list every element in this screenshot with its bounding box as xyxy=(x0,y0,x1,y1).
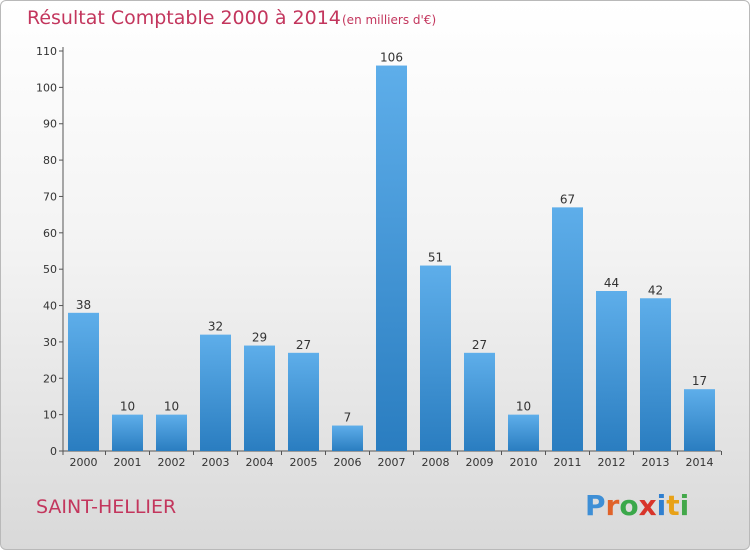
data-label-2008: 51 xyxy=(428,251,443,265)
data-label-2005: 27 xyxy=(296,338,311,352)
bar-2005 xyxy=(288,352,319,451)
bar-2000 xyxy=(68,312,99,451)
y-tick-label: 30 xyxy=(43,336,57,349)
bar-2004 xyxy=(244,345,275,451)
data-labels: 38 10 10 32 29 27 7 106 51 27 10 67 44 42 17 xyxy=(76,51,707,425)
x-tick-label: 2014 xyxy=(686,456,714,469)
data-label-2010: 10 xyxy=(516,400,531,414)
data-label-2000: 38 xyxy=(76,298,91,312)
data-label-2002: 10 xyxy=(164,400,179,414)
x-tick-label: 2003 xyxy=(202,456,230,469)
bar-2010 xyxy=(508,414,539,451)
data-label-2007: 106 xyxy=(380,51,403,65)
y-tick-label: 90 xyxy=(43,118,57,131)
chart-unit: (en milliers d'€) xyxy=(342,13,437,27)
data-label-2013: 42 xyxy=(648,283,663,297)
x-tick-label: 2000 xyxy=(70,456,98,469)
data-label-2001: 10 xyxy=(120,400,135,414)
bars xyxy=(68,65,715,451)
bar-2001 xyxy=(112,414,143,451)
x-tick-label: 2004 xyxy=(246,456,274,469)
y-tick-label: 40 xyxy=(43,300,57,313)
y-tick-label: 100 xyxy=(36,81,57,94)
y-tick-label: 110 xyxy=(36,45,57,58)
data-label-2011: 67 xyxy=(560,192,575,206)
data-label-2004: 29 xyxy=(252,331,267,345)
data-label-2003: 32 xyxy=(208,320,223,334)
x-tick-label: 2013 xyxy=(642,456,670,469)
y-tick-label: 0 xyxy=(50,445,57,458)
town-name: SAINT-HELLIER xyxy=(36,496,177,518)
x-tick-label: 2001 xyxy=(114,456,142,469)
x-tick-label: 2006 xyxy=(334,456,362,469)
data-label-2006: 7 xyxy=(344,411,352,425)
bar-2007 xyxy=(376,65,407,451)
y-tick-label: 70 xyxy=(43,190,57,203)
data-label-2012: 44 xyxy=(604,276,619,290)
bar-2011 xyxy=(552,207,583,451)
x-tick-label: 2009 xyxy=(466,456,494,469)
x-tick-label: 2002 xyxy=(158,456,186,469)
x-tick-label: 2007 xyxy=(378,456,406,469)
y-tick-label: 60 xyxy=(43,227,57,240)
data-label-2009: 27 xyxy=(472,338,487,352)
proxiti-logo[interactable]: Proxiti xyxy=(585,489,690,522)
bar-2009 xyxy=(464,352,495,451)
x-tick-label: 2008 xyxy=(422,456,450,469)
y-tick-label: 20 xyxy=(43,372,57,385)
data-label-2014: 17 xyxy=(692,374,707,388)
bar-2014 xyxy=(684,389,715,451)
y-tick-label: 50 xyxy=(43,263,57,276)
bar-2008 xyxy=(420,265,451,451)
x-tick-label: 2005 xyxy=(290,456,318,469)
chart-title: Résultat Comptable 2000 à 2014 xyxy=(27,7,341,29)
bar-2003 xyxy=(200,334,231,451)
x-tick-label: 2010 xyxy=(510,456,538,469)
bar-2013 xyxy=(640,298,671,451)
y-tick-label: 80 xyxy=(43,154,57,167)
bar-2006 xyxy=(332,425,363,451)
bar-2002 xyxy=(156,414,187,451)
bar-2012 xyxy=(596,291,627,451)
y-tick-label: 10 xyxy=(43,409,57,422)
x-tick-label: 2011 xyxy=(554,456,582,469)
x-tick-label: 2012 xyxy=(598,456,626,469)
